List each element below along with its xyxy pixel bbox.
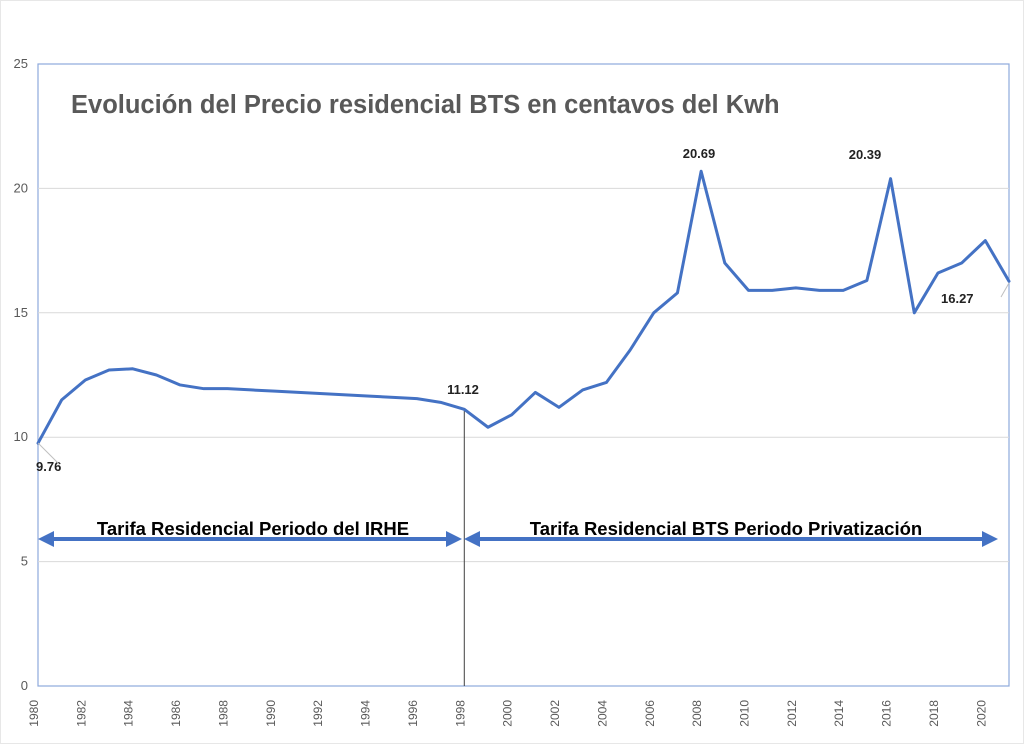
svg-text:2012: 2012 [785,700,799,727]
svg-text:1990: 1990 [264,700,278,727]
svg-text:2004: 2004 [595,700,609,727]
svg-text:20.39: 20.39 [849,147,882,162]
svg-text:10: 10 [14,429,28,444]
svg-text:0: 0 [21,678,28,693]
svg-text:2002: 2002 [548,700,562,727]
svg-text:15: 15 [14,305,28,320]
svg-text:2018: 2018 [927,700,941,727]
svg-text:1982: 1982 [74,700,88,727]
svg-text:1994: 1994 [359,700,373,727]
svg-text:Tarifa Residencial Periodo del: Tarifa Residencial Periodo del IRHE [97,518,409,539]
svg-text:Tarifa Residencial BTS Periodo: Tarifa Residencial BTS Periodo Privatiza… [530,518,922,539]
svg-text:2014: 2014 [832,700,846,727]
svg-text:Evolución del Precio residenci: Evolución del Precio residencial BTS en … [71,91,780,119]
svg-text:1980: 1980 [27,700,41,727]
svg-text:2006: 2006 [643,700,657,727]
svg-text:1988: 1988 [216,700,230,727]
svg-text:2000: 2000 [501,700,515,727]
svg-text:11.12: 11.12 [447,382,479,397]
svg-text:25: 25 [14,56,28,71]
svg-text:2010: 2010 [737,700,751,727]
svg-text:2016: 2016 [880,700,894,727]
svg-text:16.27: 16.27 [941,291,974,306]
svg-text:20.69: 20.69 [683,146,716,161]
svg-text:5: 5 [21,554,28,569]
svg-text:1986: 1986 [169,700,183,727]
svg-text:1992: 1992 [311,700,325,727]
svg-text:20: 20 [14,180,28,195]
svg-text:9.76: 9.76 [36,459,61,474]
svg-text:1996: 1996 [406,700,420,727]
svg-text:2020: 2020 [974,700,988,727]
svg-text:1984: 1984 [122,700,136,727]
svg-text:2008: 2008 [690,700,704,727]
svg-text:1998: 1998 [453,700,467,727]
